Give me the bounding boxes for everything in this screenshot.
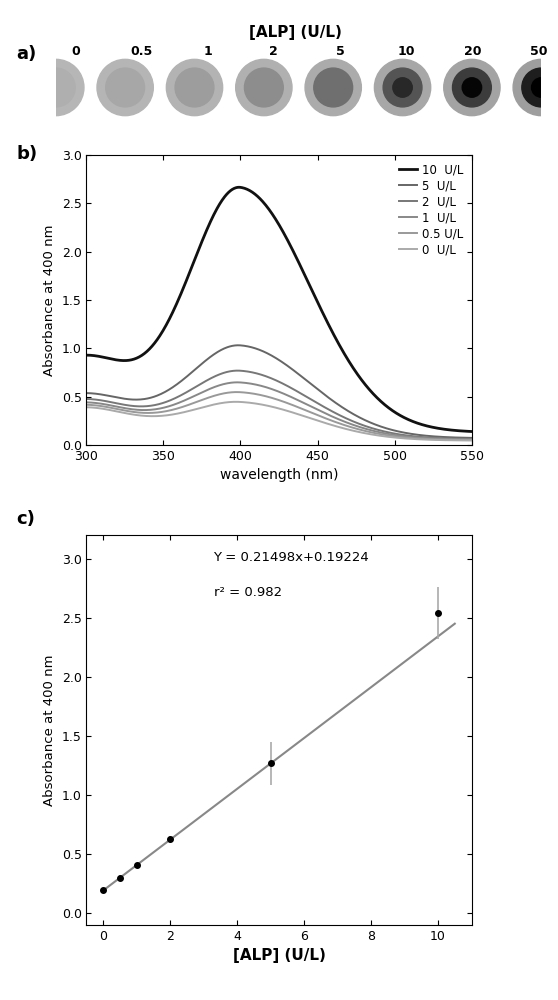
Ellipse shape — [462, 78, 482, 97]
1  U/L — [311, 402, 318, 414]
0  U/L — [258, 398, 264, 410]
5  U/L — [182, 372, 189, 384]
Text: b): b) — [17, 145, 38, 163]
Line: 0.5 U/L: 0.5 U/L — [86, 392, 472, 440]
Ellipse shape — [536, 83, 546, 92]
1  U/L — [258, 380, 264, 392]
Ellipse shape — [175, 68, 214, 107]
10  U/L — [311, 289, 318, 301]
Text: 0: 0 — [71, 45, 80, 58]
1  U/L — [234, 376, 241, 388]
0.5 U/L — [83, 399, 90, 411]
1  U/L — [374, 426, 381, 438]
Legend: 10  U/L, 5  U/L, 2  U/L, 1  U/L, 0.5 U/L, 0  U/L: 10 U/L, 5 U/L, 2 U/L, 1 U/L, 0.5 U/L, 0 … — [397, 161, 465, 258]
Ellipse shape — [513, 59, 558, 116]
0.5 U/L — [151, 407, 158, 419]
0  U/L — [151, 410, 158, 422]
0.5 U/L — [311, 408, 318, 420]
Ellipse shape — [166, 59, 223, 116]
5  U/L — [468, 432, 475, 444]
0.5 U/L — [468, 434, 475, 446]
10  U/L — [374, 392, 381, 404]
Line: 1  U/L: 1 U/L — [86, 382, 472, 439]
Ellipse shape — [374, 59, 431, 116]
0  U/L — [341, 423, 348, 435]
5  U/L — [83, 387, 90, 399]
Ellipse shape — [522, 68, 558, 107]
2  U/L — [468, 433, 475, 445]
1  U/L — [468, 433, 475, 445]
X-axis label: [ALP] (U/L): [ALP] (U/L) — [233, 948, 325, 963]
0.5 U/L — [341, 419, 348, 431]
Text: Y = 0.21498x+0.19224: Y = 0.21498x+0.19224 — [214, 551, 369, 564]
0  U/L — [232, 396, 239, 408]
Text: [ALP] (U/L): [ALP] (U/L) — [249, 25, 342, 40]
5  U/L — [341, 403, 348, 415]
Ellipse shape — [105, 68, 145, 107]
2  U/L — [151, 399, 158, 411]
Line: 5  U/L: 5 U/L — [86, 345, 472, 438]
5  U/L — [235, 339, 242, 351]
0  U/L — [311, 413, 318, 425]
Text: 50: 50 — [530, 45, 547, 58]
Y-axis label: Absorbance at 400 nm: Absorbance at 400 nm — [43, 654, 56, 806]
Ellipse shape — [28, 59, 84, 116]
Y-axis label: Absorbance at 400 nm: Absorbance at 400 nm — [43, 224, 56, 376]
0  U/L — [374, 429, 381, 441]
Line: 0  U/L: 0 U/L — [86, 402, 472, 441]
2  U/L — [374, 424, 381, 436]
2  U/L — [182, 387, 189, 399]
Line: 2  U/L: 2 U/L — [86, 371, 472, 439]
0.5 U/L — [182, 400, 189, 412]
Text: 5: 5 — [335, 45, 344, 58]
5  U/L — [374, 419, 381, 431]
Ellipse shape — [453, 68, 492, 107]
Ellipse shape — [393, 78, 412, 97]
0  U/L — [83, 401, 90, 413]
2  U/L — [341, 411, 348, 423]
Ellipse shape — [305, 59, 362, 116]
Ellipse shape — [244, 68, 283, 107]
2  U/L — [234, 365, 241, 377]
5  U/L — [258, 345, 264, 357]
Ellipse shape — [235, 59, 292, 116]
X-axis label: wavelength (nm): wavelength (nm) — [220, 468, 338, 482]
10  U/L — [468, 425, 475, 437]
Ellipse shape — [444, 59, 500, 116]
Text: r² = 0.982: r² = 0.982 — [214, 586, 282, 599]
Text: a): a) — [17, 45, 37, 63]
0  U/L — [468, 435, 475, 447]
1  U/L — [151, 403, 158, 415]
Ellipse shape — [314, 68, 353, 107]
Ellipse shape — [97, 59, 153, 116]
Ellipse shape — [36, 68, 75, 107]
0.5 U/L — [374, 428, 381, 440]
5  U/L — [311, 380, 318, 392]
1  U/L — [182, 394, 189, 406]
2  U/L — [258, 369, 264, 381]
10  U/L — [83, 349, 90, 361]
2  U/L — [83, 393, 90, 405]
Text: 20: 20 — [464, 45, 481, 58]
0.5 U/L — [258, 389, 264, 401]
0  U/L — [182, 406, 189, 418]
10  U/L — [258, 194, 264, 206]
10  U/L — [182, 277, 189, 289]
Text: 10: 10 — [397, 45, 415, 58]
5  U/L — [151, 391, 158, 403]
Text: 2: 2 — [270, 45, 278, 58]
1  U/L — [341, 416, 348, 428]
Text: 1: 1 — [203, 45, 212, 58]
Line: 10  U/L: 10 U/L — [86, 187, 472, 431]
Ellipse shape — [383, 68, 422, 107]
Ellipse shape — [532, 78, 551, 97]
10  U/L — [151, 337, 158, 349]
1  U/L — [83, 396, 90, 408]
0.5 U/L — [234, 386, 240, 398]
10  U/L — [235, 181, 242, 193]
Text: c): c) — [17, 510, 36, 528]
Text: 0.5: 0.5 — [131, 45, 153, 58]
2  U/L — [311, 395, 318, 407]
10  U/L — [341, 348, 348, 360]
